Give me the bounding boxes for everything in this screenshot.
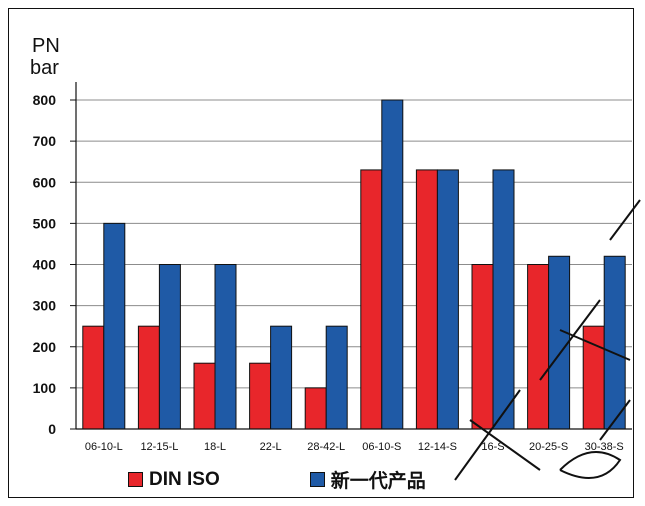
legend-label-new-generation: 新一代产品 bbox=[330, 471, 426, 492]
legend: DIN ISO 新一代产品 bbox=[128, 466, 516, 493]
bar-new-generation-06-10-S bbox=[381, 99, 404, 430]
y-tick-label: 800 bbox=[33, 92, 57, 108]
bar-din-iso-16-S bbox=[471, 264, 494, 430]
legend-swatch-din-iso bbox=[128, 472, 143, 487]
y-tick-label: 500 bbox=[33, 215, 57, 231]
x-tick-label: 12-15-L bbox=[140, 441, 178, 453]
y-tick-label: 300 bbox=[33, 298, 57, 314]
bar-din-iso-06-10-L bbox=[82, 325, 105, 430]
bar-din-iso-12-15-L bbox=[137, 325, 160, 430]
bar-new-generation-20-25-S bbox=[548, 255, 571, 430]
legend-swatch-new-generation bbox=[309, 472, 325, 487]
bar-din-iso-12-14-S bbox=[415, 169, 438, 430]
y-axis-label-line-1: PN bbox=[32, 35, 60, 57]
bar-din-iso-22-L bbox=[249, 362, 272, 430]
axes: 0 100 200 300 400 500 600 700 800 06-10-L 12-15-L 1… bbox=[33, 82, 632, 453]
x-tick-label: 06-10-L bbox=[85, 441, 123, 453]
bar-din-iso-20-25-S bbox=[527, 264, 550, 430]
y-tick-label: 600 bbox=[33, 174, 57, 190]
bar-din-iso-18-L bbox=[193, 362, 216, 430]
bar-new-generation-16-S bbox=[492, 169, 515, 430]
bar-din-iso-28-42-L bbox=[304, 387, 327, 430]
x-tick-label: 12-14-S bbox=[418, 441, 457, 453]
legend-label-din-iso: DIN ISO bbox=[149, 468, 220, 490]
x-tick-label: 20-25-S bbox=[529, 441, 568, 453]
x-tick-label: 30-38-S bbox=[585, 441, 624, 453]
bar-new-generation-22-L bbox=[270, 325, 293, 430]
y-tick-label: 400 bbox=[33, 257, 57, 273]
bar-new-generation-12-14-S bbox=[436, 169, 459, 430]
x-tick-label: 22-L bbox=[260, 441, 282, 453]
y-axis-label-line-2: bar bbox=[30, 57, 59, 79]
x-tick-label: 06-10-S bbox=[362, 441, 401, 453]
bar-new-generation-18-L bbox=[214, 264, 237, 430]
bar-new-generation-28-42-L bbox=[325, 325, 348, 430]
y-tick-label: 700 bbox=[33, 133, 57, 149]
y-tick-label: 0 bbox=[48, 421, 56, 437]
bar-din-iso-30-38-S bbox=[582, 325, 605, 430]
x-tick-label: 28-42-L bbox=[307, 441, 345, 453]
bar-din-iso-06-10-S bbox=[360, 169, 383, 430]
bar-new-generation-12-15-L bbox=[158, 264, 181, 430]
bar-new-generation-06-10-L bbox=[103, 222, 126, 430]
legend-item-din-iso: DIN ISO bbox=[128, 469, 220, 491]
y-tick-label: 200 bbox=[33, 339, 57, 355]
bar-new-generation-30-38-S bbox=[603, 255, 626, 430]
x-tick-label: 18-L bbox=[204, 441, 226, 453]
y-tick-label: 100 bbox=[33, 380, 57, 396]
legend-item-new-generation: 新一代产品 bbox=[309, 466, 426, 493]
x-tick-label: 16-S bbox=[481, 441, 504, 453]
